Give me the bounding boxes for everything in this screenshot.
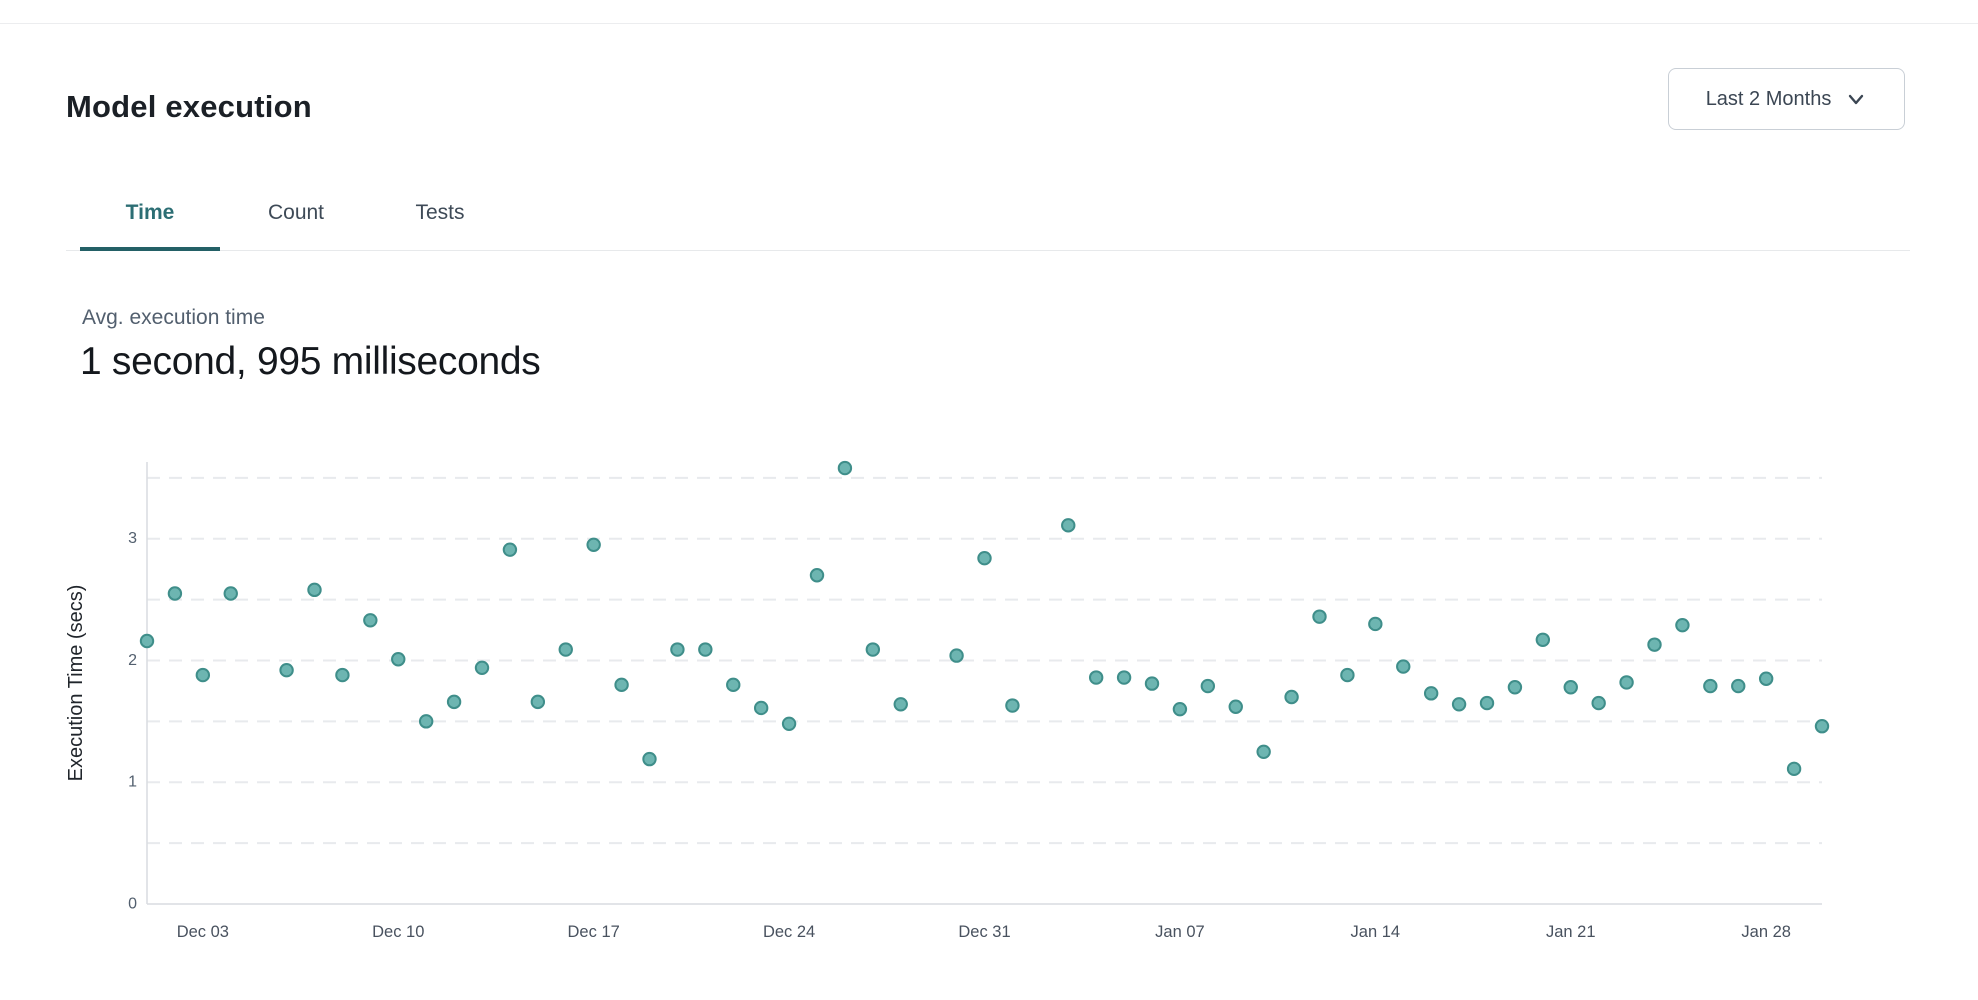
x-tick-label: Jan 07 xyxy=(1155,923,1205,941)
y-tick-label: 3 xyxy=(128,530,137,547)
x-tick-label: Jan 28 xyxy=(1741,923,1791,941)
x-tick-label: Dec 03 xyxy=(177,923,229,941)
data-point[interactable] xyxy=(167,586,183,601)
top-divider xyxy=(0,23,1978,24)
data-point[interactable] xyxy=(558,642,573,657)
data-point[interactable] xyxy=(1479,695,1495,711)
data-point[interactable] xyxy=(1758,671,1774,686)
data-point[interactable] xyxy=(139,633,155,649)
tab-tests[interactable]: Tests xyxy=(415,201,465,224)
data-point[interactable] xyxy=(502,542,518,557)
data-point[interactable] xyxy=(1228,699,1243,714)
data-point[interactable] xyxy=(418,714,434,729)
x-tick-label: Dec 31 xyxy=(958,923,1010,941)
data-point[interactable] xyxy=(726,677,741,693)
date-range-label: Last 2 Months xyxy=(1705,87,1832,110)
data-point[interactable] xyxy=(195,667,211,683)
date-range-selector[interactable]: Last 2 Months xyxy=(1668,68,1905,130)
data-point[interactable] xyxy=(446,694,462,710)
data-point[interactable] xyxy=(474,660,490,675)
y-axis-title: Execution Time (secs) xyxy=(65,585,87,782)
x-tick-label: Dec 24 xyxy=(763,923,815,941)
data-point[interactable] xyxy=(1647,637,1662,652)
data-point[interactable] xyxy=(977,550,992,566)
data-point[interactable] xyxy=(670,642,685,657)
data-point[interactable] xyxy=(753,700,769,716)
data-point[interactable] xyxy=(1088,670,1104,685)
data-point[interactable] xyxy=(1619,675,1634,690)
data-point[interactable] xyxy=(335,667,350,683)
y-tick-label: 1 xyxy=(128,774,137,791)
data-point[interactable] xyxy=(837,460,853,476)
data-point[interactable] xyxy=(781,716,797,731)
data-point[interactable] xyxy=(1005,698,1020,713)
data-point[interactable] xyxy=(1144,676,1160,691)
data-point[interactable] xyxy=(1731,678,1746,694)
data-point[interactable] xyxy=(1172,701,1188,717)
page-title: Model execution xyxy=(66,88,312,124)
data-point[interactable] xyxy=(279,663,294,678)
data-point[interactable] xyxy=(893,697,908,712)
data-point[interactable] xyxy=(614,677,629,693)
y-tick-label: 0 xyxy=(128,896,137,913)
data-point[interactable] xyxy=(1507,680,1523,695)
data-point[interactable] xyxy=(1535,632,1551,647)
data-point[interactable] xyxy=(223,586,238,601)
data-point[interactable] xyxy=(1256,744,1271,759)
tab-bar: Time Count Tests xyxy=(66,190,1910,251)
data-point[interactable] xyxy=(1340,667,1355,683)
data-point[interactable] xyxy=(363,613,378,628)
data-point[interactable] xyxy=(1675,617,1690,633)
data-point[interactable] xyxy=(1786,761,1802,777)
data-point[interactable] xyxy=(642,751,657,767)
data-point[interactable] xyxy=(949,648,964,663)
data-point[interactable] xyxy=(809,568,825,583)
x-tick-label: Jan 14 xyxy=(1351,923,1401,941)
data-point[interactable] xyxy=(1396,659,1411,674)
data-point[interactable] xyxy=(698,642,713,657)
data-point[interactable] xyxy=(307,582,322,598)
data-point[interactable] xyxy=(1423,686,1439,701)
avg-execution-time-value: 1 second, 995 milliseconds xyxy=(80,340,541,383)
x-tick-label: Dec 10 xyxy=(372,923,424,941)
tab-time[interactable]: Time xyxy=(125,201,175,224)
data-point[interactable] xyxy=(1200,678,1216,694)
data-point[interactable] xyxy=(391,652,406,667)
y-tick-label: 2 xyxy=(128,652,137,669)
data-point[interactable] xyxy=(1591,695,1606,711)
active-tab-indicator xyxy=(80,247,220,251)
x-tick-label: Jan 21 xyxy=(1546,923,1596,941)
data-point[interactable] xyxy=(1814,719,1830,734)
data-point[interactable] xyxy=(1368,616,1383,632)
data-point[interactable] xyxy=(1061,518,1076,533)
data-point[interactable] xyxy=(586,537,601,552)
data-point[interactable] xyxy=(1312,609,1327,624)
data-point[interactable] xyxy=(1116,670,1132,685)
data-point[interactable] xyxy=(1451,697,1467,712)
data-point[interactable] xyxy=(1563,680,1578,695)
data-point[interactable] xyxy=(865,642,881,657)
data-point[interactable] xyxy=(1703,678,1718,694)
data-point[interactable] xyxy=(1284,689,1299,705)
tab-count[interactable]: Count xyxy=(267,201,325,224)
chevron-down-icon xyxy=(1849,94,1864,105)
x-tick-label: Dec 17 xyxy=(568,923,620,941)
data-point[interactable] xyxy=(530,694,546,710)
avg-execution-time-label: Avg. execution time xyxy=(82,306,265,329)
